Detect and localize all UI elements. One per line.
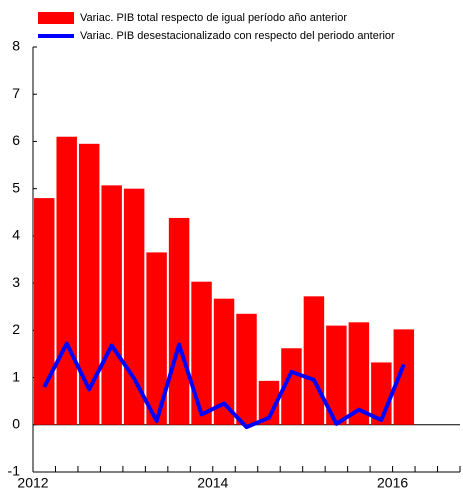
- bar: [213, 298, 235, 425]
- bar: [236, 313, 257, 425]
- y-tick-label: 4: [12, 227, 20, 243]
- y-tick-label: 5: [12, 179, 20, 195]
- bar: [146, 252, 167, 425]
- bar: [168, 217, 190, 425]
- bar: [191, 281, 212, 425]
- line: [42, 341, 406, 430]
- y-tick-label: 6: [12, 132, 20, 148]
- legend-label: Variac. PIB desestacionalizado con respe…: [80, 30, 395, 42]
- bar: [348, 322, 370, 425]
- y-tick-label: 0: [12, 415, 20, 431]
- y-tick-label: 3: [12, 274, 20, 290]
- bar: [393, 329, 415, 425]
- y-tick-label: 7: [12, 85, 20, 101]
- x-tick-label: 2016: [377, 475, 408, 491]
- bar: [34, 198, 55, 425]
- bar: [56, 136, 77, 425]
- bar: [123, 188, 145, 425]
- y-tick-label: -1: [8, 463, 21, 479]
- bar: [303, 296, 325, 425]
- x-tick-label: 2014: [197, 475, 228, 491]
- legend-label: Variac. PIB total respecto de igual perí…: [80, 12, 347, 24]
- bar: [281, 348, 302, 425]
- x-tick-label: 2012: [17, 475, 48, 491]
- bar: [326, 325, 347, 425]
- y-tick-label: 1: [12, 368, 20, 384]
- y-tick-label: 2: [12, 321, 20, 337]
- bar: [101, 185, 122, 425]
- bar: [258, 380, 280, 425]
- bar: [78, 143, 100, 425]
- y-tick-label: 8: [12, 38, 20, 54]
- legend-swatch: [38, 12, 74, 24]
